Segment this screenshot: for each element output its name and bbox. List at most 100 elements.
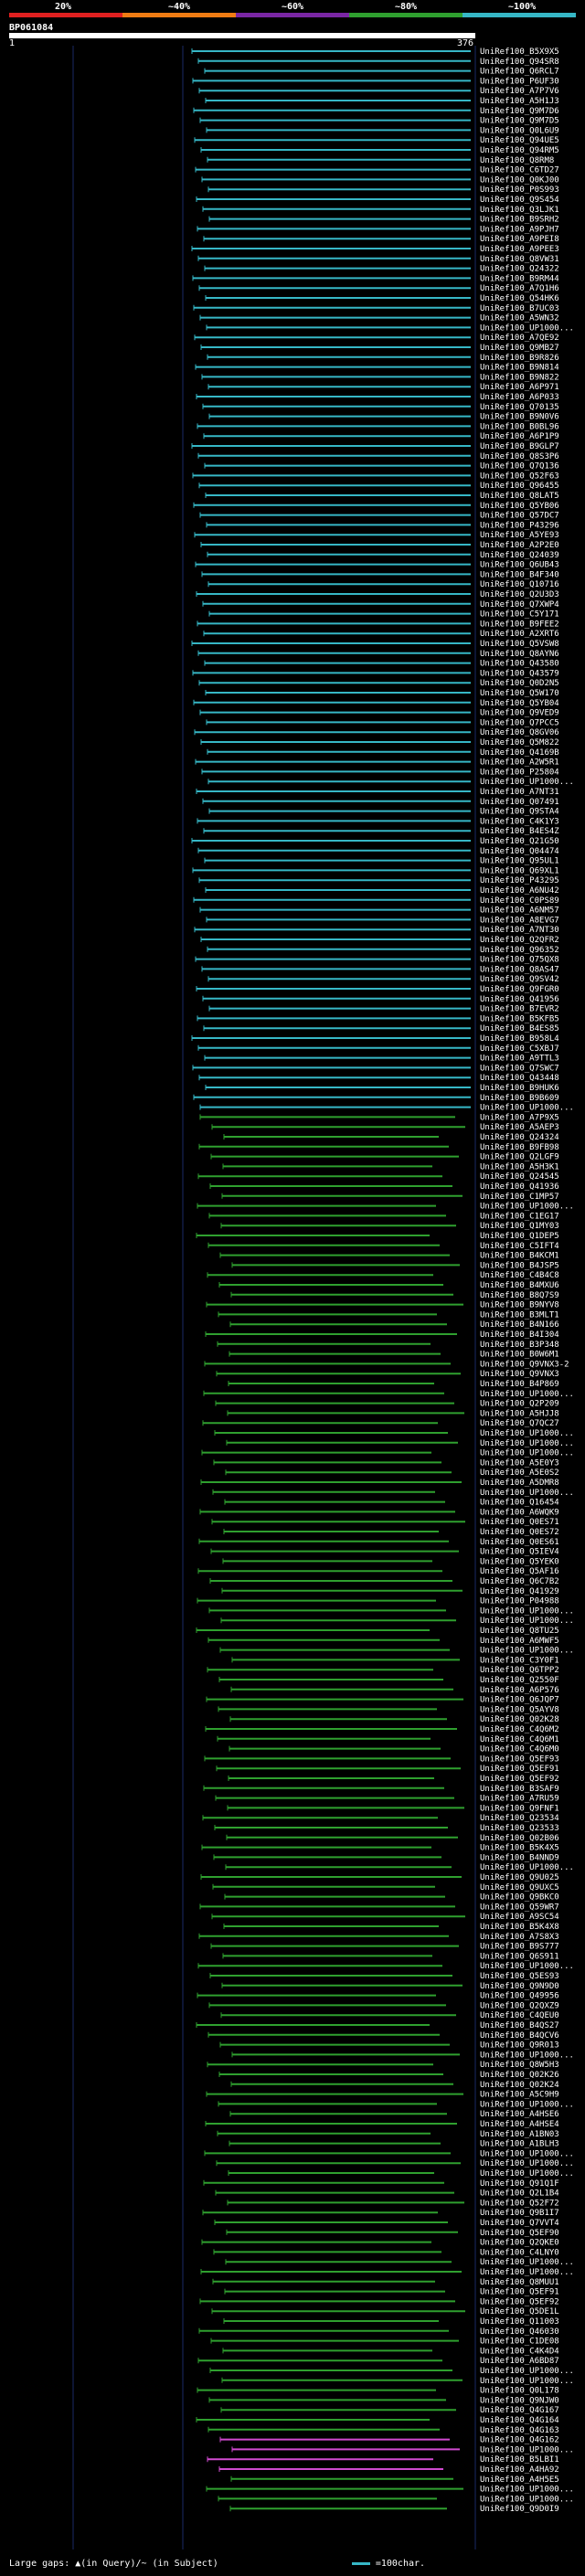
- hit-name-link[interactable]: UniRef100_Q9VED9: [480, 709, 559, 718]
- hit-name-link[interactable]: UniRef100_C5IFT4: [480, 1242, 559, 1251]
- hit-name-link[interactable]: UniRef100_B5K4X8: [480, 1923, 559, 1932]
- hit-name-link[interactable]: UniRef100_Q9M7D6: [480, 107, 559, 116]
- hit-name-link[interactable]: UniRef100_A5HJJ8: [480, 1409, 559, 1418]
- hit-name-link[interactable]: UniRef100_C0PS89: [480, 896, 559, 906]
- hit-name-link[interactable]: UniRef100_Q43580: [480, 660, 559, 669]
- hit-name-link[interactable]: UniRef100_Q43579: [480, 669, 559, 678]
- hit-name-link[interactable]: UniRef100_Q2U3D3: [480, 590, 559, 599]
- hit-name-link[interactable]: UniRef100_Q02K28: [480, 1715, 559, 1724]
- hit-name-link[interactable]: UniRef100_B0W6M1: [480, 1351, 559, 1360]
- hit-name-link[interactable]: UniRef100_Q8TU25: [480, 1627, 559, 1636]
- hit-name-link[interactable]: UniRef100_A6MWF5: [480, 1637, 559, 1646]
- hit-name-link[interactable]: UniRef100_P43295: [480, 876, 559, 885]
- hit-name-link[interactable]: UniRef100_A8EVG7: [480, 916, 559, 925]
- hit-name-link[interactable]: UniRef100_A9PJH7: [480, 225, 559, 234]
- hit-name-link[interactable]: UniRef100_Q54HK6: [480, 294, 559, 303]
- hit-name-link[interactable]: UniRef100_Q21G50: [480, 837, 559, 846]
- hit-name-link[interactable]: UniRef100_Q5AF16: [480, 1567, 559, 1576]
- hit-name-link[interactable]: UniRef100_A5H1J3: [480, 97, 559, 106]
- hit-name-link[interactable]: UniRef100_Q8RM8: [480, 156, 554, 165]
- hit-name-link[interactable]: UniRef100_Q6S911: [480, 1952, 559, 1961]
- hit-name-link[interactable]: UniRef100_Q41929: [480, 1587, 559, 1596]
- hit-name-link[interactable]: UniRef100_Q2LGF9: [480, 1153, 559, 1162]
- hit-name-link[interactable]: UniRef100_Q59WR7: [480, 1903, 559, 1912]
- hit-name-link[interactable]: UniRef100_Q9UXC5: [480, 1883, 559, 1892]
- hit-name-link[interactable]: UniRef100_B9HUK6: [480, 1084, 559, 1093]
- hit-name-link[interactable]: UniRef100_B4N166: [480, 1320, 559, 1330]
- hit-name-link[interactable]: UniRef100_B9FB98: [480, 1143, 559, 1152]
- hit-name-link[interactable]: UniRef100_P04988: [480, 1597, 559, 1606]
- hit-name-link[interactable]: UniRef100_Q7PCC5: [480, 718, 559, 727]
- hit-name-link[interactable]: UniRef100_P6UF30: [480, 77, 559, 86]
- hit-name-link[interactable]: UniRef100_B3P348: [480, 1341, 559, 1350]
- hit-name-link[interactable]: UniRef100_Q1DEP5: [480, 1232, 559, 1241]
- hit-name-link[interactable]: UniRef100_A4HSE6: [480, 2110, 559, 2119]
- hit-name-link[interactable]: UniRef100_A2W5R1: [480, 758, 559, 768]
- hit-name-link[interactable]: UniRef100_B4F340: [480, 570, 559, 579]
- hit-name-link[interactable]: UniRef100_Q7XWP4: [480, 600, 559, 610]
- hit-name-link[interactable]: UniRef100_Q02K26: [480, 2071, 559, 2080]
- hit-name-link[interactable]: UniRef100_Q75QX8: [480, 956, 559, 965]
- hit-name-link[interactable]: UniRef100_Q9FNF1: [480, 1804, 559, 1813]
- hit-name-link[interactable]: UniRef100_Q94RM5: [480, 146, 559, 155]
- hit-name-link[interactable]: UniRef100_Q8LAT5: [480, 492, 559, 501]
- hit-name-link[interactable]: UniRef100_Q95UL1: [480, 857, 559, 866]
- hit-name-link[interactable]: UniRef100_P43296: [480, 521, 559, 530]
- hit-name-link[interactable]: UniRef100_B4I304: [480, 1330, 559, 1340]
- hit-name-link[interactable]: UniRef100_A7NT30: [480, 926, 559, 935]
- hit-name-link[interactable]: UniRef100_Q0L6U9: [480, 126, 559, 135]
- hit-name-link[interactable]: UniRef100_B0BL96: [480, 422, 559, 431]
- hit-name-link[interactable]: UniRef100_Q57DC7: [480, 512, 559, 521]
- hit-name-link[interactable]: UniRef100_Q24324: [480, 1133, 559, 1142]
- hit-name-link[interactable]: UniRef100_Q52F63: [480, 472, 559, 481]
- hit-name-link[interactable]: UniRef100_C4Q6M2: [480, 1725, 559, 1734]
- hit-name-link[interactable]: UniRef100_B4QCV6: [480, 2031, 559, 2041]
- hit-name-link[interactable]: UniRef100_Q9NJW0: [480, 2396, 559, 2405]
- hit-name-link[interactable]: UniRef100_Q9VNX3: [480, 1370, 559, 1379]
- hit-name-link[interactable]: UniRef100_Q7QC27: [480, 1419, 559, 1428]
- hit-name-link[interactable]: UniRef100_Q96455: [480, 482, 559, 491]
- hit-name-link[interactable]: UniRef100_A7P9X5: [480, 1113, 559, 1122]
- hit-name-link[interactable]: UniRef100_UP1000...: [480, 2486, 574, 2495]
- hit-name-link[interactable]: UniRef100_Q5EF92: [480, 1775, 559, 1784]
- hit-name-link[interactable]: UniRef100_B4QS27: [480, 2021, 559, 2030]
- hit-name-link[interactable]: UniRef100_Q5EF93: [480, 1754, 559, 1764]
- hit-name-link[interactable]: UniRef100_UP1000...: [480, 2149, 574, 2158]
- hit-name-link[interactable]: UniRef100_A6NM57: [480, 906, 559, 916]
- hit-name-link[interactable]: UniRef100_Q9BKC0: [480, 1893, 559, 1903]
- hit-name-link[interactable]: UniRef100_Q04474: [480, 847, 559, 856]
- hit-name-link[interactable]: UniRef100_UP1000...: [480, 2268, 574, 2277]
- hit-name-link[interactable]: UniRef100_C4K1Y3: [480, 817, 559, 826]
- hit-name-link[interactable]: UniRef100_UP1000...: [480, 1439, 574, 1448]
- hit-name-link[interactable]: UniRef100_Q10716: [480, 580, 559, 589]
- hit-name-link[interactable]: UniRef100_A1BN03: [480, 2130, 559, 2139]
- hit-name-link[interactable]: UniRef100_B4P869: [480, 1380, 559, 1389]
- hit-name-link[interactable]: UniRef100_Q5YB04: [480, 699, 559, 708]
- hit-name-link[interactable]: UniRef100_UP1000...: [480, 1449, 574, 1458]
- hit-name-link[interactable]: UniRef100_A5DMR8: [480, 1479, 559, 1488]
- hit-name-link[interactable]: UniRef100_UP1000...: [480, 1962, 574, 1971]
- hit-name-link[interactable]: UniRef100_Q7SWC7: [480, 1064, 559, 1073]
- hit-name-link[interactable]: UniRef100_B9FEE2: [480, 620, 559, 629]
- hit-name-link[interactable]: UniRef100_A9TTL3: [480, 1055, 559, 1064]
- hit-name-link[interactable]: UniRef100_Q24545: [480, 1172, 559, 1182]
- hit-name-link[interactable]: UniRef100_Q7VVT4: [480, 2219, 559, 2228]
- hit-name-link[interactable]: UniRef100_A6WQK9: [480, 1508, 559, 1517]
- hit-name-link[interactable]: UniRef100_Q94UE5: [480, 136, 559, 145]
- hit-name-link[interactable]: UniRef100_Q6TPP2: [480, 1666, 559, 1675]
- hit-name-link[interactable]: UniRef100_C4Q6M0: [480, 1745, 559, 1754]
- hit-name-link[interactable]: UniRef100_A6P1P9: [480, 432, 559, 441]
- hit-name-link[interactable]: UniRef100_B5LBI1: [480, 2455, 559, 2465]
- hit-name-link[interactable]: UniRef100_B4JSP5: [480, 1261, 559, 1270]
- hit-name-link[interactable]: UniRef100_UP1000...: [480, 2159, 574, 2168]
- hit-name-link[interactable]: UniRef100_B958L4: [480, 1034, 559, 1044]
- hit-name-link[interactable]: UniRef100_Q8VW31: [480, 255, 559, 264]
- hit-name-link[interactable]: UniRef100_Q52F72: [480, 2199, 559, 2208]
- hit-name-link[interactable]: UniRef100_Q8S3P6: [480, 452, 559, 461]
- hit-name-link[interactable]: UniRef100_UP1000...: [480, 1489, 574, 1498]
- hit-name-link[interactable]: UniRef100_UP1000...: [480, 2445, 574, 2454]
- hit-name-link[interactable]: UniRef100_B9GLP7: [480, 442, 559, 451]
- hit-name-link[interactable]: UniRef100_Q24039: [480, 551, 559, 560]
- hit-name-link[interactable]: UniRef100_B4KCM1: [480, 1252, 559, 1261]
- hit-name-link[interactable]: UniRef100_Q2550F: [480, 1676, 559, 1685]
